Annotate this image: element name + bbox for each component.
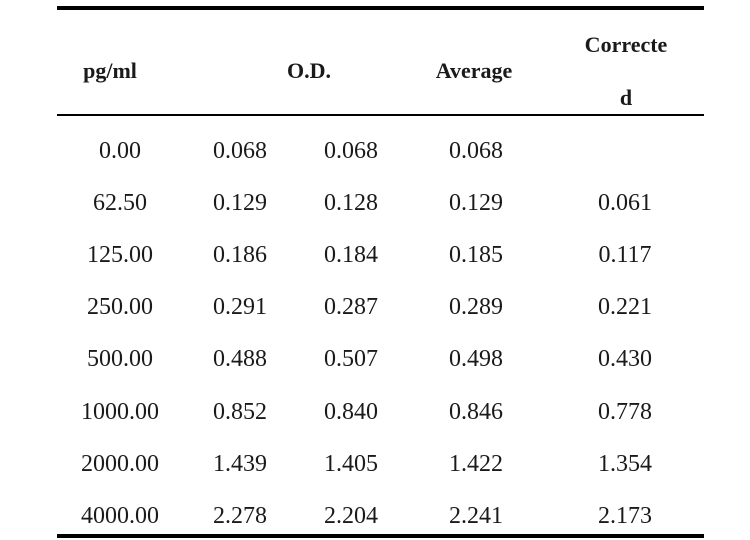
cell-od-2: 0.068 bbox=[324, 138, 378, 164]
cell-average: 0.068 bbox=[449, 138, 503, 164]
cell-od-1: 0.129 bbox=[213, 190, 267, 216]
cell-average: 0.185 bbox=[449, 242, 503, 268]
top-rule bbox=[57, 6, 704, 10]
cell-corrected: 0.221 bbox=[598, 294, 652, 320]
cell-od-2: 0.507 bbox=[324, 346, 378, 372]
bottom-rule bbox=[57, 534, 704, 538]
header-corrected-line2: d bbox=[619, 85, 633, 110]
cell-corrected: 1.354 bbox=[598, 451, 652, 477]
cell-od-2: 2.204 bbox=[324, 503, 378, 529]
cell-od-1: 1.439 bbox=[213, 451, 267, 477]
cell-concentration: 1000.00 bbox=[81, 399, 159, 425]
cell-od-2: 0.128 bbox=[324, 190, 378, 216]
cell-od-1: 0.852 bbox=[213, 399, 267, 425]
cell-corrected: 0.117 bbox=[598, 242, 652, 268]
cell-average: 2.241 bbox=[449, 503, 503, 529]
cell-concentration: 0.00 bbox=[99, 138, 141, 164]
cell-average: 0.289 bbox=[449, 294, 503, 320]
cell-average: 0.498 bbox=[449, 346, 503, 372]
cell-od-2: 0.184 bbox=[324, 242, 378, 268]
cell-concentration: 500.00 bbox=[87, 346, 153, 372]
cell-od-1: 2.278 bbox=[213, 503, 267, 529]
cell-od-1: 0.488 bbox=[213, 346, 267, 372]
header-average: Average bbox=[435, 58, 513, 83]
cell-corrected: 2.173 bbox=[598, 503, 652, 529]
cell-corrected: 0.430 bbox=[598, 346, 652, 372]
cell-od-2: 0.287 bbox=[324, 294, 378, 320]
cell-average: 1.422 bbox=[449, 451, 503, 477]
cell-od-1: 0.291 bbox=[213, 294, 267, 320]
cell-od-1: 0.068 bbox=[213, 138, 267, 164]
header-od: O.D. bbox=[287, 58, 331, 83]
cell-concentration: 62.50 bbox=[93, 190, 147, 216]
cell-average: 0.129 bbox=[449, 190, 503, 216]
cell-od-1: 0.186 bbox=[213, 242, 267, 268]
cell-average: 0.846 bbox=[449, 399, 503, 425]
header-corrected-line1: Correcte bbox=[584, 32, 668, 57]
cell-od-2: 1.405 bbox=[324, 451, 378, 477]
cell-concentration: 125.00 bbox=[87, 242, 153, 268]
cell-corrected: 0.778 bbox=[598, 399, 652, 425]
cell-od-2: 0.840 bbox=[324, 399, 378, 425]
header-rule bbox=[57, 114, 704, 116]
cell-corrected: 0.061 bbox=[598, 190, 652, 216]
cell-concentration: 2000.00 bbox=[81, 451, 159, 477]
cell-concentration: 250.00 bbox=[87, 294, 153, 320]
cell-concentration: 4000.00 bbox=[81, 503, 159, 529]
header-concentration: pg/ml bbox=[83, 58, 137, 83]
